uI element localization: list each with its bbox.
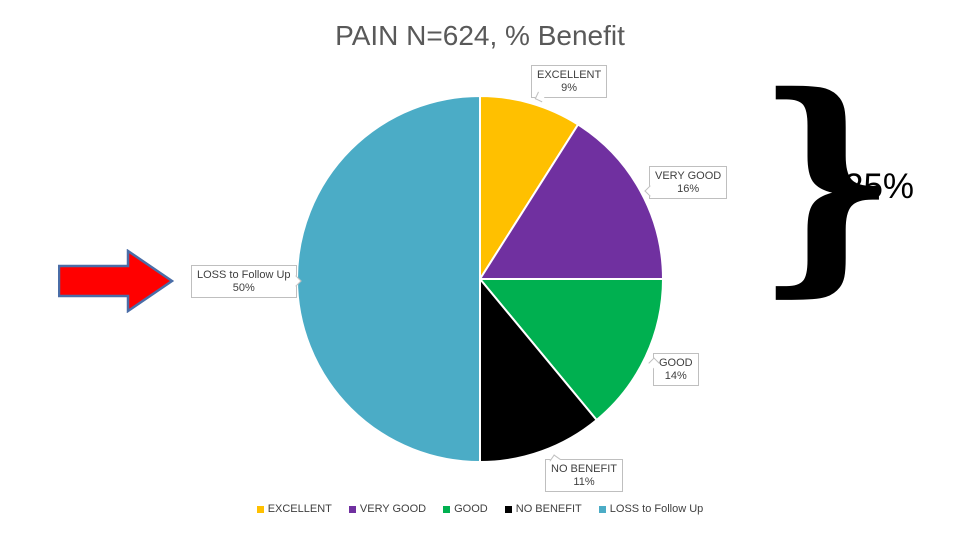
data-label-very-good: VERY GOOD 16% <box>649 166 728 199</box>
legend-label: VERY GOOD <box>359 503 427 515</box>
legend-swatch-icon <box>598 505 606 513</box>
legend-label: GOOD <box>454 503 488 515</box>
data-label-category: LOSS to Follow Up <box>197 269 291 281</box>
data-label-no-benefit: NO BENEFIT 11% <box>545 459 624 492</box>
curly-brace-glyph: } <box>755 44 898 317</box>
legend-swatch-icon <box>504 505 512 513</box>
data-label-good: GOOD 14% <box>653 353 699 386</box>
legend-swatch-icon <box>348 505 356 513</box>
data-label-value: 16% <box>677 183 700 195</box>
data-label-value: 50% <box>232 282 255 294</box>
data-label-excellent: EXCELLENT 9% <box>531 65 608 98</box>
pie-slice-very-good <box>479 123 664 280</box>
legend-item-excellent: EXCELLENT <box>256 503 332 515</box>
legend-swatch-icon <box>443 505 451 513</box>
data-label-value: 14% <box>664 370 687 382</box>
data-label-category: GOOD <box>659 357 693 369</box>
data-label-category: VERY GOOD <box>655 170 722 182</box>
brace-value-label: 25% <box>844 167 915 206</box>
legend-item-good: GOOD <box>443 503 488 515</box>
data-label-value: 11% <box>573 476 595 488</box>
data-label-loss-to-follow-up: LOSS to Follow Up 50% <box>191 265 297 298</box>
legend-swatch-icon <box>256 505 264 513</box>
pie-slice-good <box>479 278 664 421</box>
block-arrow-icon <box>57 248 175 314</box>
legend-item-no-benefit: NO BENEFIT <box>504 503 582 515</box>
pie-slice-loss-to-follow-up <box>296 95 481 463</box>
legend-item-loss-to-follow-up: LOSS to Follow Up <box>598 503 704 515</box>
chart-title: PAIN N=624, % Benefit <box>335 20 625 51</box>
pie-chart <box>296 95 664 463</box>
data-label-value: 9% <box>561 82 578 94</box>
data-label-category: EXCELLENT <box>537 69 602 81</box>
legend-label: EXCELLENT <box>267 503 332 515</box>
data-label-category: NO BENEFIT <box>551 463 618 475</box>
pie-chart-area <box>290 89 670 469</box>
legend-label: NO BENEFIT <box>515 503 582 515</box>
legend-label: LOSS to Follow Up <box>609 503 704 515</box>
pie-slice-excellent <box>479 95 580 280</box>
pie-slice-no-benefit <box>479 278 598 463</box>
chart-legend: EXCELLENT VERY GOOD GOOD NO BENEFIT LOSS… <box>0 503 960 515</box>
legend-item-very-good: VERY GOOD <box>348 503 427 515</box>
